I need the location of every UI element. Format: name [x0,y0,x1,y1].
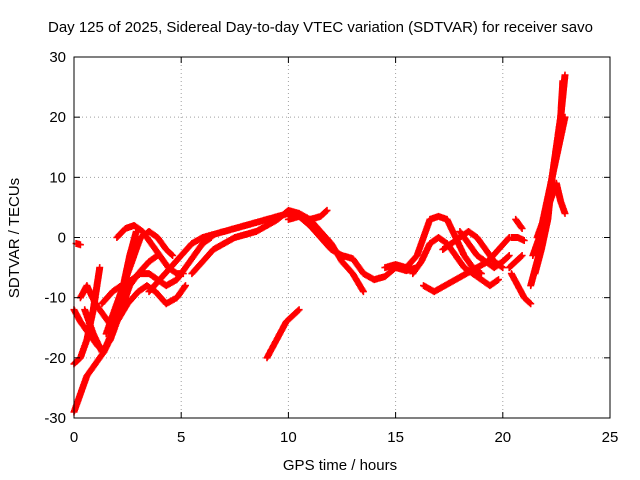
data-points-track-k [188,206,367,296]
x-tick-label: 0 [70,429,78,446]
data-points-track-aa [72,240,84,249]
y-tick-label: 30 [49,49,66,66]
y-tick-label: 10 [49,169,66,186]
data-points-track-s [507,270,535,308]
data-points-track-h [98,234,215,308]
data-points-track-v [512,215,526,232]
series-track-r [456,228,513,272]
data-points-track-g [113,222,187,278]
data-points-track-t [505,252,526,272]
series-track-n [381,212,485,278]
axes: 0 5 10 15 20 25 -30 -20 -10 0 10 20 30 [44,49,618,446]
x-tick-label: 20 [494,429,511,446]
data-points-track-z [533,179,569,241]
grid [74,57,610,418]
y-tick-label: -10 [44,290,66,307]
y-tick-label: -20 [44,350,66,367]
y-tick-label: 0 [58,230,66,247]
x-tick-label: 5 [177,429,185,446]
x-tick-label: 10 [280,429,297,446]
series-track-t [505,252,526,272]
series-track-l [263,306,303,362]
series-track-h [98,234,215,308]
series-track-aa [72,240,84,249]
series-track-k [188,206,367,296]
series-track-g [113,222,187,278]
data-points-track-r [456,228,513,272]
series-track-u [507,234,528,244]
series-track-i [102,282,189,350]
series-track-z [533,179,569,241]
y-tick-label: -30 [44,410,66,427]
series-track-s [507,270,535,308]
data-points-track-u [507,234,528,244]
y-tick-label: 20 [49,109,66,126]
y-axis-label: SDTVAR / TECUs [6,178,23,298]
chart-title: Day 125 of 2025, Sidereal Day-to-day VTE… [48,19,593,36]
data-series [70,71,569,416]
data-points-track-n [381,212,485,278]
x-tick-label: 25 [602,429,619,446]
series-track-v [512,215,526,232]
data-points-track-i [102,282,189,350]
x-axis-label: GPS time / hours [283,457,397,474]
x-tick-label: 15 [387,429,404,446]
data-points-track-l [263,306,303,362]
